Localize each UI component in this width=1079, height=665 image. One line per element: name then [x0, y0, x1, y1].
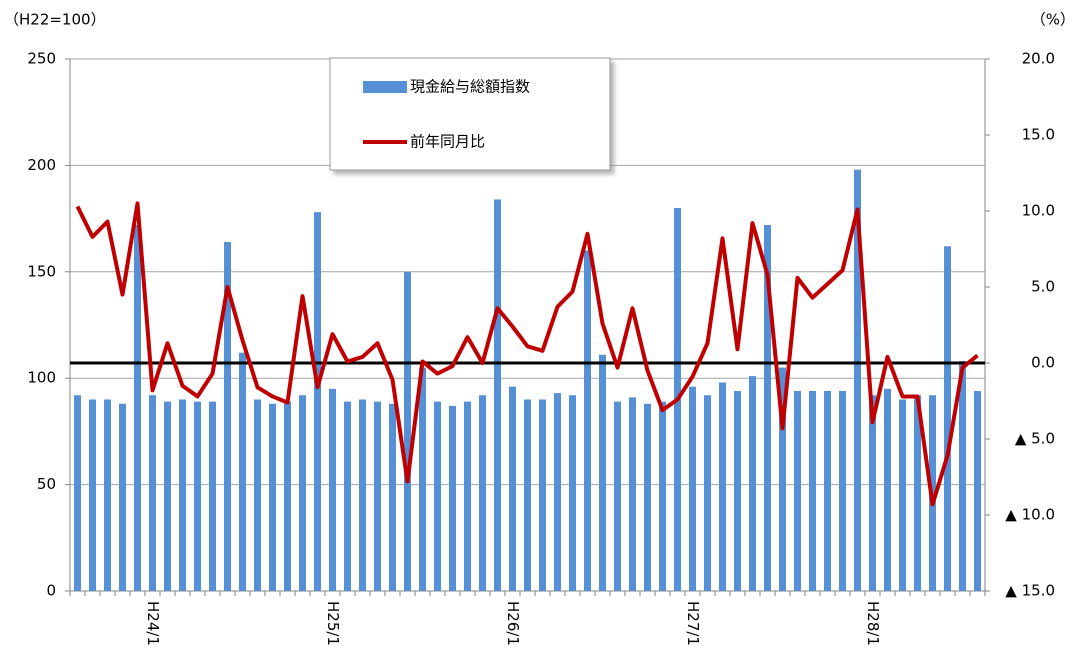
- bar: [599, 354, 606, 591]
- legend-label: 現金給与総額指数: [410, 78, 530, 96]
- bar: [254, 399, 261, 591]
- bar: [974, 390, 981, 591]
- legend-label: 前年同月比: [410, 133, 485, 151]
- bar: [719, 382, 726, 591]
- bar: [149, 395, 156, 591]
- bar: [74, 395, 81, 591]
- bar: [284, 401, 291, 591]
- bar: [809, 390, 816, 591]
- right-unit: （%）: [1031, 11, 1075, 29]
- bar: [314, 212, 321, 591]
- bar: [374, 401, 381, 591]
- bar: [89, 399, 96, 591]
- bar: [194, 401, 201, 591]
- bar: [299, 395, 306, 591]
- x-tick-label: H27/1: [684, 601, 702, 646]
- bar: [689, 386, 696, 591]
- bar: [239, 352, 246, 591]
- y2-tick-label: ▲ 5.0: [1015, 430, 1055, 448]
- bar: [794, 390, 801, 591]
- x-tick-label: H26/1: [504, 601, 522, 646]
- bar: [479, 395, 486, 591]
- y2-tick-label: 5.0: [1031, 278, 1055, 296]
- bar: [269, 403, 276, 591]
- bar: [224, 242, 231, 591]
- y-tick-label: 100: [27, 369, 56, 387]
- bar: [329, 388, 336, 591]
- y-tick-label: 0: [46, 582, 56, 600]
- y2-tick-label: 10.0: [1022, 202, 1055, 220]
- y2-tick-label: ▲ 10.0: [1005, 506, 1055, 524]
- bar: [344, 401, 351, 591]
- y-tick-label: 200: [27, 156, 56, 174]
- bar: [404, 271, 411, 591]
- bar: [884, 388, 891, 591]
- y-tick-label: 150: [27, 262, 56, 280]
- bar: [659, 401, 666, 591]
- y2-tick-label: 20.0: [1022, 50, 1055, 68]
- bar: [749, 376, 756, 591]
- bar: [899, 399, 906, 591]
- left-unit: （H22=100）: [4, 11, 106, 29]
- bar: [509, 386, 516, 591]
- bar: [134, 224, 141, 591]
- bar: [854, 169, 861, 591]
- bar: [554, 393, 561, 591]
- bar: [944, 246, 951, 591]
- bar: [464, 401, 471, 591]
- legend-box: [329, 57, 611, 171]
- bar: [389, 403, 396, 591]
- y-tick-label: 50: [37, 475, 56, 493]
- bar: [869, 395, 876, 591]
- y2-tick-label: 0.0: [1031, 354, 1055, 372]
- bar: [164, 401, 171, 591]
- bar: [539, 399, 546, 591]
- bar: [644, 403, 651, 591]
- bar: [734, 390, 741, 591]
- legend-swatch: [363, 81, 407, 93]
- bar: [614, 401, 621, 591]
- bar: [704, 395, 711, 591]
- bar: [209, 401, 216, 591]
- bar: [839, 390, 846, 591]
- x-tick-label: H24/1: [144, 601, 162, 646]
- bar: [764, 224, 771, 591]
- bar: [119, 403, 126, 591]
- y2-tick-label: 15.0: [1022, 126, 1055, 144]
- y2-tick-label: ▲ 15.0: [1005, 582, 1055, 600]
- bar: [584, 250, 591, 591]
- bar: [419, 367, 426, 591]
- bar: [434, 401, 441, 591]
- bar: [569, 395, 576, 591]
- line: [75, 201, 979, 507]
- x-tick-label: H25/1: [324, 601, 342, 646]
- bar: [494, 199, 501, 591]
- bar: [179, 399, 186, 591]
- bar: [104, 399, 111, 591]
- bar: [359, 399, 366, 591]
- bar: [959, 361, 966, 591]
- bar: [914, 395, 921, 591]
- bar: [779, 367, 786, 591]
- bar: [629, 397, 636, 591]
- bar: [449, 405, 456, 591]
- y-tick-label: 250: [27, 50, 56, 68]
- bar: [824, 390, 831, 591]
- x-tick-label: H28/1: [864, 601, 882, 646]
- bar: [524, 399, 531, 591]
